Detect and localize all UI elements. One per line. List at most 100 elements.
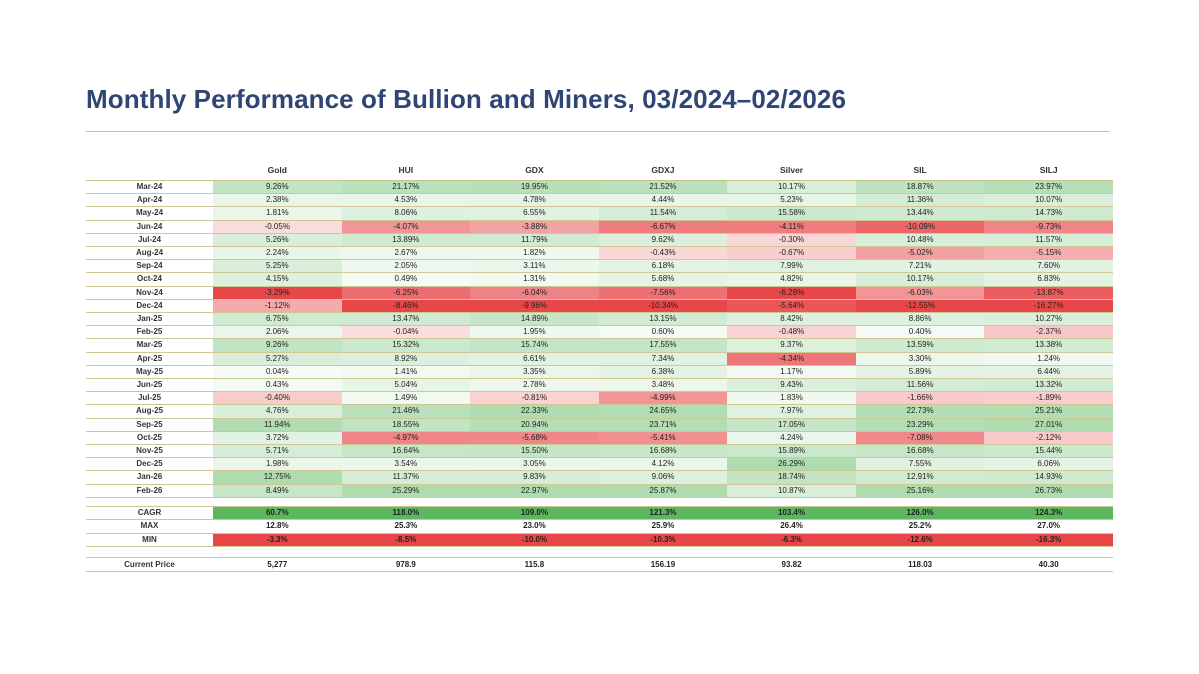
row-label: MIN — [86, 533, 213, 548]
row-label: Mar-25 — [86, 338, 213, 353]
heat-cell: 10.48% — [855, 233, 985, 248]
price-cell: 978.9 — [341, 557, 471, 573]
heat-cell: 1.31% — [470, 272, 599, 287]
summary-cell: -10.3% — [598, 533, 728, 548]
heat-cell: 13.38% — [984, 338, 1113, 353]
table-row: Apr-24 2.38% 4.53% 4.78% 4.44% 5.23% 11.36% 10.… — [86, 193, 1113, 208]
table-row: Mar-24 9.26% 21.17% 19.95% 21.52% 10.17% 18.87… — [86, 180, 1113, 195]
heat-cell: 15.58% — [727, 206, 856, 221]
heat-cell: -4.07% — [341, 220, 471, 234]
heat-cell: -5.02% — [855, 246, 985, 261]
heat-cell: 1.24% — [984, 352, 1113, 366]
spacer-cell — [984, 497, 1113, 507]
summary-cell: 23.0% — [470, 519, 599, 534]
title-divider — [86, 131, 1110, 132]
heat-cell: -2.12% — [984, 431, 1113, 446]
heat-cell: -0.30% — [727, 233, 856, 248]
heat-cell: 4.24% — [727, 431, 856, 446]
table-row: Dec-25 1.98% 3.54% 3.05% 4.12% 26.29% 7.55% 6.0… — [86, 457, 1113, 472]
heat-cell: 2.38% — [213, 193, 342, 208]
price-cell: 40.30 — [984, 557, 1113, 573]
heat-cell: 5.71% — [213, 444, 342, 459]
row-label: Jun-24 — [86, 220, 213, 234]
heat-cell: -9.73% — [984, 220, 1113, 234]
column-header-gdxj: GDXJ — [651, 165, 675, 175]
row-label: Apr-25 — [86, 352, 213, 366]
heat-cell: 9.62% — [598, 233, 728, 248]
table-spacer — [86, 497, 1113, 507]
heat-cell: 18.87% — [855, 180, 985, 195]
summary-cell: -16.3% — [984, 533, 1113, 548]
heat-cell: -6.28% — [727, 286, 856, 300]
heat-cell: 3.72% — [213, 431, 342, 446]
heat-cell: 1.49% — [341, 391, 471, 406]
heat-cell: -5.68% — [470, 431, 599, 446]
spacer-cell — [598, 546, 728, 559]
heat-cell: 7.55% — [855, 457, 985, 472]
heat-cell: 17.55% — [598, 338, 728, 353]
table-row: Dec-24 -1.12% -8.46% -9.96% -10.34% -5.64% -12… — [86, 299, 1113, 314]
heat-cell: 1.17% — [727, 365, 856, 380]
heat-cell: 1.95% — [470, 325, 599, 340]
spacer-cell — [855, 546, 985, 559]
heat-cell: 4.82% — [727, 272, 856, 287]
heat-cell: 6.18% — [598, 259, 728, 274]
summary-cell: 118.0% — [341, 506, 471, 521]
heat-cell: -4.11% — [727, 220, 856, 234]
heat-cell: 11.36% — [855, 193, 985, 208]
column-header-gdx: GDX — [525, 165, 544, 175]
spacer-cell — [213, 497, 342, 507]
heat-cell: -6.67% — [598, 220, 728, 234]
table-spacer — [86, 546, 1113, 559]
heat-cell: 10.87% — [727, 484, 856, 498]
heat-cell: 4.12% — [598, 457, 728, 472]
heat-cell: -0.67% — [727, 246, 856, 261]
heat-cell: 20.94% — [470, 418, 599, 432]
table-row: Feb-26 8.49% 25.29% 22.97% 25.87% 10.87% 25.16… — [86, 484, 1113, 498]
heat-cell: 26.29% — [727, 457, 856, 472]
heat-cell: -0.43% — [598, 246, 728, 261]
row-label: Apr-24 — [86, 193, 213, 208]
heat-cell: -3.29% — [213, 286, 342, 300]
heat-cell: 2.24% — [213, 246, 342, 261]
spacer-cell — [727, 497, 856, 507]
heat-cell: -0.40% — [213, 391, 342, 406]
row-label-header — [86, 160, 213, 181]
summary-cell: -3.3% — [213, 533, 342, 548]
heat-cell: 15.74% — [470, 338, 599, 353]
heat-cell: 19.95% — [470, 180, 599, 195]
heat-cell: -4.99% — [598, 391, 728, 406]
heat-cell: 22.97% — [470, 484, 599, 498]
summary-cell: 12.8% — [213, 519, 342, 534]
heat-cell: 13.59% — [855, 338, 985, 353]
heat-cell: -6.04% — [470, 286, 599, 300]
heat-cell: 13.47% — [341, 312, 471, 327]
summary-cell: 25.3% — [341, 519, 471, 534]
heat-cell: 15.89% — [727, 444, 856, 459]
row-label: Sep-24 — [86, 259, 213, 274]
heat-cell: 11.56% — [855, 378, 985, 393]
heat-cell: 8.86% — [855, 312, 985, 327]
spacer-cell — [86, 546, 213, 559]
heat-cell: 10.27% — [984, 312, 1113, 327]
heat-cell: -0.04% — [341, 325, 471, 340]
heat-cell: 4.44% — [598, 193, 728, 208]
heat-cell: 4.15% — [213, 272, 342, 287]
heat-cell: 3.30% — [855, 352, 985, 366]
table-row: Aug-25 4.76% 21.46% 22.33% 24.65% 7.97% 22.73%… — [86, 404, 1113, 419]
spacer-cell — [86, 497, 213, 507]
row-label: Dec-25 — [86, 457, 213, 472]
heat-cell: 6.38% — [598, 365, 728, 380]
summary-cell: 124.3% — [984, 506, 1113, 521]
heat-cell: -16.27% — [984, 299, 1113, 314]
heat-cell: 9.26% — [213, 338, 342, 353]
spacer-cell — [470, 497, 599, 507]
row-label: Feb-26 — [86, 484, 213, 498]
price-cell: 93.82 — [727, 557, 856, 573]
heat-cell: 0.40% — [855, 325, 985, 340]
heat-cell: 1.81% — [213, 206, 342, 221]
summary-cell: 121.3% — [598, 506, 728, 521]
table-row: Jul-24 5.26% 13.89% 11.79% 9.62% -0.30% 10.48%… — [86, 233, 1113, 248]
table-row: Jun-24 -0.05% -4.07% -3.88% -6.67% -4.11% -10.… — [86, 220, 1113, 234]
heat-cell: 2.78% — [470, 378, 599, 393]
